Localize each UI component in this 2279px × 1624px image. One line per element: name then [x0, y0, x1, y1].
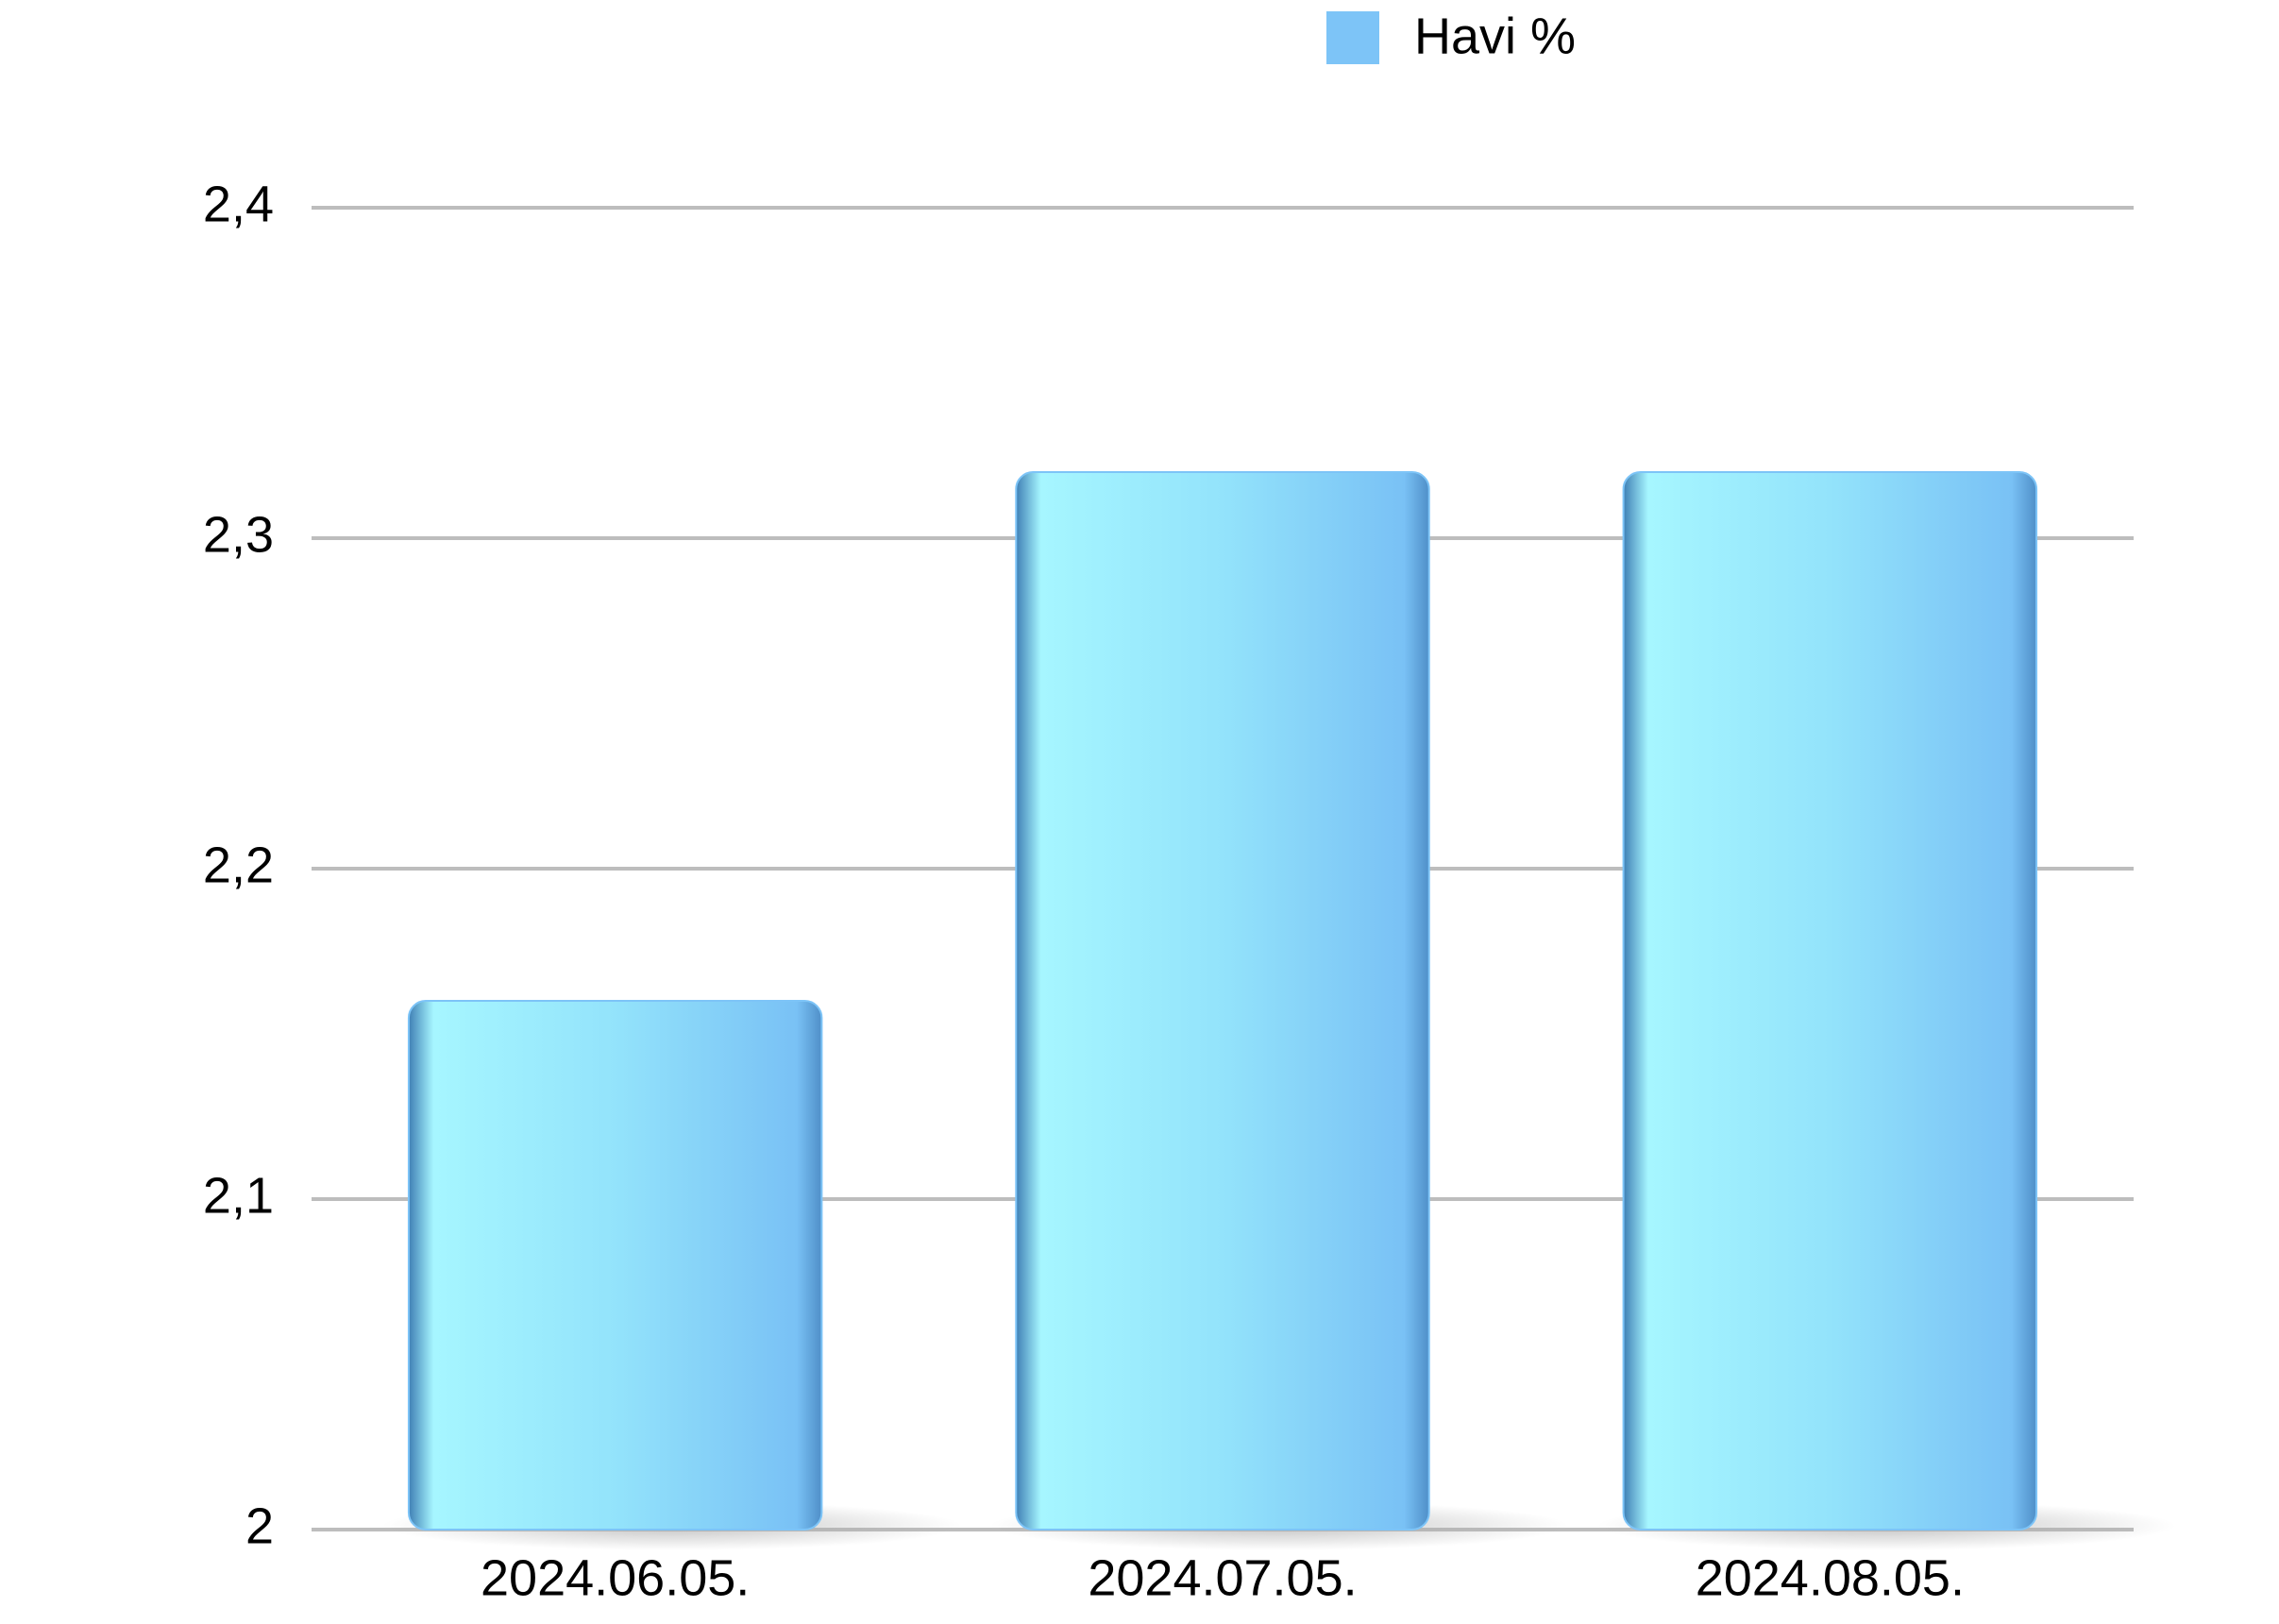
y-tick-label: 2,4 [203, 176, 274, 232]
legend-label: Havi % [1414, 8, 1576, 64]
x-tick-label: 2024.07.05. [1088, 1549, 1357, 1606]
legend-swatch [1326, 11, 1379, 64]
y-tick-label: 2,1 [203, 1167, 274, 1224]
y-tick-label: 2 [245, 1497, 274, 1554]
bar [1622, 471, 2038, 1531]
bar [1015, 471, 1430, 1531]
legend: Havi % [1326, 8, 1576, 64]
bar [407, 1000, 823, 1531]
x-tick-label: 2024.08.05. [1696, 1549, 1965, 1606]
y-tick-label: 2,3 [203, 506, 274, 563]
y-tick-label: 2,2 [203, 837, 274, 893]
x-tick-label: 2024.06.05. [481, 1549, 750, 1606]
